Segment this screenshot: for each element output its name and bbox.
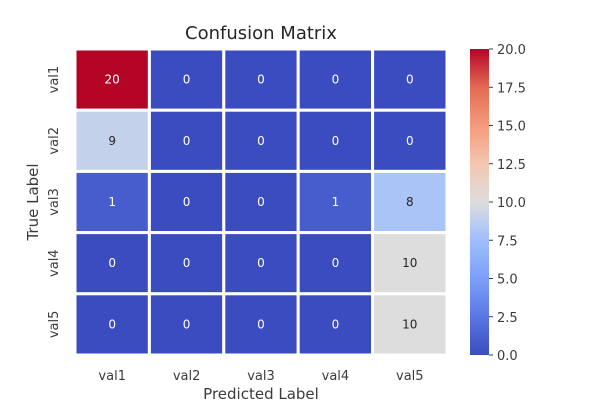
x-tick-label: val2 — [173, 369, 201, 384]
x-tick-label: val4 — [322, 369, 350, 384]
y-axis-label: True Label — [24, 163, 42, 241]
x-axis-label: Predicted Label — [203, 385, 319, 400]
y-tick-labels: val1 val2 val3 val4 val5 — [47, 66, 62, 338]
colorbar-tick-label: 15.0 — [497, 120, 526, 135]
cell-value-label: 0 — [406, 134, 414, 148]
cell-value-label: 0 — [257, 195, 265, 209]
cell-value-label: 1 — [108, 195, 116, 209]
y-tick-label: val4 — [47, 249, 62, 277]
heatmap-cell — [222, 292, 300, 357]
heatmap-cell — [73, 292, 151, 357]
heatmap-cell — [296, 169, 375, 235]
cell-value-label: 1 — [332, 195, 340, 209]
x-tick-labels: val1 val2 val3 val4 val5 — [98, 369, 423, 384]
heatmap-cell — [371, 292, 449, 357]
cell-value-label: 0 — [257, 256, 265, 270]
cell-value-label: 10 — [402, 317, 417, 331]
cell-value-label: 0 — [183, 134, 191, 148]
y-tick-label: val3 — [47, 188, 62, 216]
cell-value-label: 8 — [406, 195, 414, 209]
colorbar-tick-label: 20.0 — [497, 43, 526, 58]
cell-value-label: 0 — [183, 195, 191, 209]
cell-value-label: 0 — [108, 317, 116, 331]
cell-value-label: 0 — [257, 134, 265, 148]
colorbar-tick-label: 10.0 — [497, 196, 526, 211]
heatmap-cells: 20 0 0 0 09 0 0 0 01 0 0 1 80 0 0 0 100 0 0 0 10 — [73, 47, 449, 357]
cell-value-label: 10 — [402, 256, 417, 270]
colorbar-tick-label: 2.5 — [497, 311, 518, 326]
colorbar — [470, 49, 489, 355]
heatmap-cell — [73, 231, 151, 296]
cell-value-label: 0 — [183, 317, 191, 331]
heatmap-cell — [296, 231, 375, 296]
cell-value-label: 0 — [183, 73, 191, 87]
chart-title: Confusion Matrix — [185, 23, 337, 44]
y-tick-label: val5 — [47, 311, 62, 339]
cell-value-label: 0 — [406, 73, 414, 87]
x-tick-label: val5 — [396, 369, 424, 384]
cell-value-label: 0 — [332, 73, 340, 87]
heatmap-cell — [222, 108, 300, 173]
y-tick-label: val2 — [47, 127, 62, 155]
cell-value-label: 0 — [257, 73, 265, 87]
heatmap-cell — [371, 231, 449, 296]
heatmap-cell — [371, 108, 449, 173]
heatmap-cell — [147, 292, 226, 357]
colorbar-tick-label: 5.0 — [497, 273, 518, 288]
colorbar-tick-label: 12.5 — [497, 158, 526, 173]
cell-value-label: 0 — [257, 317, 265, 331]
y-tick-label: val1 — [47, 66, 62, 94]
x-tick-label: val1 — [98, 369, 126, 384]
cell-value-label: 0 — [332, 256, 340, 270]
colorbar-tick-label: 17.5 — [497, 81, 526, 96]
heatmap-cell — [147, 231, 226, 296]
cell-value-label: 0 — [332, 134, 340, 148]
colorbar-tick-label: 0.0 — [497, 349, 518, 364]
x-tick-label: val3 — [247, 369, 275, 384]
colorbar-ticks: 0.0 2.5 5.0 7.5 10.0 12.5 15.0 17.5 20.0 — [489, 43, 526, 364]
cell-value-label: 9 — [108, 134, 116, 148]
cell-value-label: 0 — [183, 256, 191, 270]
cell-value-label: 0 — [108, 256, 116, 270]
colorbar-tick-label: 7.5 — [497, 234, 518, 249]
cell-value-label: 0 — [332, 317, 340, 331]
cell-value-label: 20 — [105, 73, 120, 87]
heatmap-cell — [147, 169, 226, 235]
